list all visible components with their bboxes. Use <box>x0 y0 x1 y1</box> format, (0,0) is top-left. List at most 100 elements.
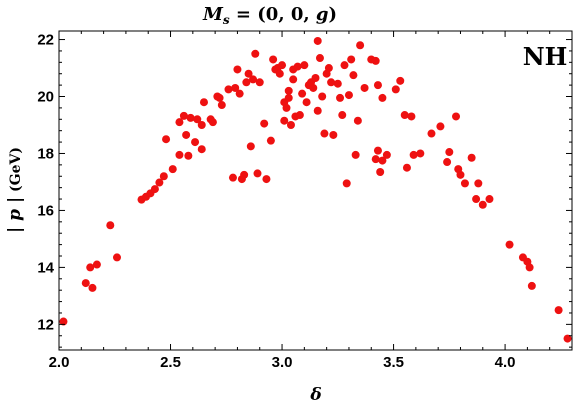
y-axis-label: | p | (GeV) <box>5 147 25 233</box>
data-point <box>112 253 121 262</box>
data-point <box>275 69 284 78</box>
data-point <box>391 85 400 94</box>
data-point <box>244 69 253 78</box>
y-tick-label: 16 <box>37 202 54 219</box>
data-point <box>86 263 95 272</box>
data-point <box>320 129 329 138</box>
data-point <box>333 79 342 88</box>
data-point <box>474 179 483 188</box>
data-point <box>382 150 391 159</box>
data-point <box>485 195 494 204</box>
data-point <box>184 151 193 160</box>
data-point <box>563 334 572 343</box>
data-point <box>373 146 382 155</box>
data-point <box>315 54 324 63</box>
data-point <box>182 130 191 139</box>
data-point <box>266 136 275 145</box>
axis-ticks: 2.0 2.5 3.0 3.5 4.0 12 14 16 18 20 22 <box>37 31 573 371</box>
data-point <box>356 41 365 50</box>
data-point <box>284 93 293 102</box>
data-point <box>231 83 240 92</box>
data-point <box>344 91 353 100</box>
data-point <box>313 106 322 115</box>
data-point <box>342 179 351 188</box>
data-point <box>329 130 338 139</box>
data-point <box>456 170 465 179</box>
y-tick-label: 14 <box>37 259 54 276</box>
data-point <box>371 56 380 65</box>
data-point <box>260 119 269 128</box>
data-point <box>59 317 68 326</box>
data-point <box>249 75 258 84</box>
hierarchy-annotation: NH <box>523 42 568 71</box>
chart-title: Ms = (0, 0, g) <box>202 4 337 27</box>
data-point <box>179 111 188 120</box>
data-point <box>246 142 255 151</box>
data-point <box>407 112 416 121</box>
data-point <box>284 86 293 95</box>
y-tick-label: 20 <box>37 89 54 106</box>
data-point <box>360 83 369 92</box>
data-point <box>217 101 226 110</box>
data-point <box>262 175 271 184</box>
x-tick-label: 4.0 <box>495 354 516 371</box>
y-tick-label: 18 <box>37 145 54 162</box>
data-point <box>242 78 251 87</box>
data-point <box>309 83 318 92</box>
data-point <box>347 55 356 64</box>
data-point <box>228 173 237 182</box>
data-point <box>253 169 262 178</box>
x-tick-label: 2.5 <box>160 354 181 371</box>
data-point <box>186 113 195 122</box>
data-point <box>215 93 224 102</box>
data-point <box>349 71 358 80</box>
data-point <box>396 76 405 85</box>
data-point <box>376 167 385 176</box>
data-point <box>92 260 101 269</box>
data-point <box>197 120 206 129</box>
data-point <box>150 185 159 194</box>
data-point <box>302 98 311 107</box>
data-points <box>59 36 572 343</box>
data-point <box>327 78 336 87</box>
x-axis-label: δ <box>309 385 321 405</box>
data-point <box>400 111 409 120</box>
data-point <box>318 92 327 101</box>
data-point <box>505 240 514 249</box>
data-point <box>313 36 322 45</box>
x-tick-label: 3.0 <box>272 354 293 371</box>
data-point <box>295 111 304 120</box>
data-point <box>175 150 184 159</box>
data-point <box>324 64 333 73</box>
data-point <box>88 283 97 292</box>
data-point <box>373 81 382 90</box>
plot-frame <box>58 30 573 351</box>
data-point <box>378 156 387 165</box>
data-point <box>175 118 184 127</box>
data-point <box>300 61 309 70</box>
data-point <box>162 135 171 144</box>
data-point <box>235 89 244 98</box>
data-point <box>351 150 360 159</box>
data-point <box>525 263 534 272</box>
x-tick-label: 3.5 <box>383 354 404 371</box>
data-point <box>159 172 168 181</box>
data-point <box>378 93 387 102</box>
x-tick-label: 2.0 <box>49 354 70 371</box>
data-point <box>527 281 536 290</box>
data-point <box>106 221 115 230</box>
data-point <box>554 306 563 315</box>
data-point <box>251 49 260 58</box>
data-point <box>255 78 264 87</box>
data-point <box>81 279 90 288</box>
data-point <box>371 155 380 164</box>
data-point <box>452 112 461 121</box>
y-tick-label: 12 <box>37 316 54 333</box>
data-point <box>155 178 164 187</box>
y-tick-label: 22 <box>37 32 54 49</box>
data-point <box>478 200 487 209</box>
data-point <box>336 93 345 102</box>
data-point <box>353 116 362 125</box>
data-point <box>280 116 289 125</box>
